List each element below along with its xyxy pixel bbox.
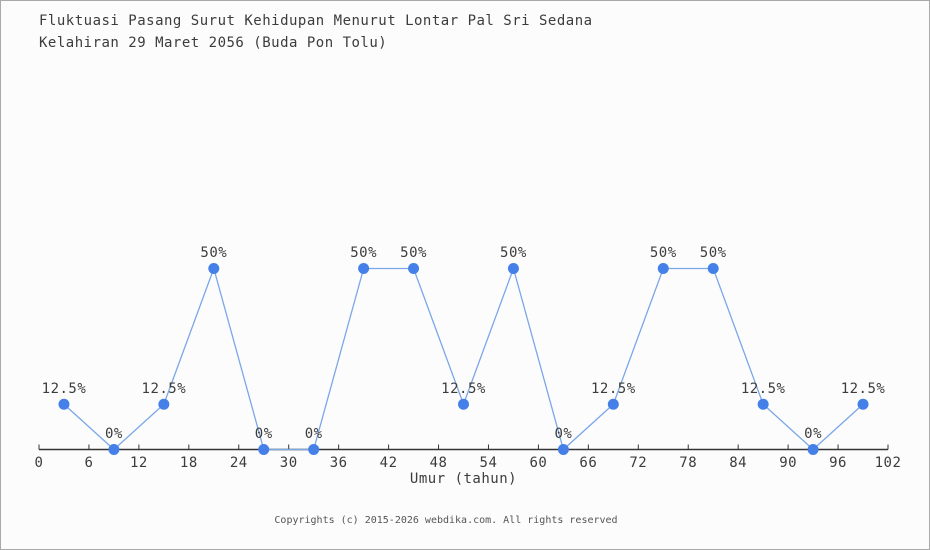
data-point (108, 444, 120, 455)
data-point-label: 12.5% (441, 381, 486, 397)
data-point (657, 263, 669, 274)
x-axis-tick-label: 102 (875, 455, 902, 471)
data-point-label: 12.5% (591, 381, 636, 397)
data-point-label: 50% (400, 245, 427, 261)
chart-title-line-1: Fluktuasi Pasang Surut Kehidupan Menurut… (39, 13, 593, 29)
x-axis-tick-label: 84 (729, 455, 747, 471)
x-axis-tick-label: 6 (84, 455, 93, 471)
x-axis-tick-label: 48 (430, 455, 448, 471)
data-point (458, 398, 469, 410)
data-point (308, 444, 320, 455)
data-point-label: 0% (804, 426, 822, 442)
x-axis-tick-label: 36 (330, 455, 348, 471)
data-point (158, 398, 170, 410)
data-point (807, 444, 819, 455)
series-line (63, 266, 864, 451)
data-point-label: 0% (554, 426, 572, 442)
data-point (707, 263, 719, 274)
x-axis-tick-label: 78 (679, 455, 697, 471)
data-point-label: 50% (350, 245, 377, 261)
copyright-footer: Copyrights (c) 2015-2026 webdika.com. Al… (274, 515, 618, 526)
data-point (857, 398, 869, 410)
x-axis-tick-label: 30 (280, 455, 298, 471)
data-point-label: 0% (305, 426, 323, 442)
x-axis-tick-label: 12 (130, 455, 148, 471)
data-point (408, 263, 420, 274)
x-axis-tick-label: 18 (180, 455, 198, 471)
data-point (607, 398, 619, 410)
data-point (258, 444, 270, 455)
data-point-label: 50% (200, 245, 227, 261)
x-axis-tick-label: 72 (629, 455, 647, 471)
data-point (557, 444, 569, 455)
x-axis-tick-label: 90 (779, 455, 797, 471)
x-axis-label: Umur (tahun) (409, 471, 518, 487)
x-axis-tick-label: 0 (35, 455, 44, 471)
data-point-label: 0% (255, 426, 273, 442)
data-point-label: 50% (650, 245, 677, 261)
data-point (757, 398, 769, 410)
x-axis-tick-label: 96 (829, 455, 847, 471)
data-point-label: 50% (500, 245, 527, 261)
data-point-label: 50% (700, 245, 727, 261)
x-axis-tick-label: 66 (579, 455, 597, 471)
data-point-label: 0% (105, 426, 123, 442)
data-point-label: 12.5% (741, 381, 786, 397)
data-point (58, 398, 70, 410)
data-point-label: 12.5% (841, 381, 886, 397)
data-point (507, 263, 519, 274)
data-point-label: 12.5% (142, 381, 187, 397)
x-axis-tick-label: 54 (480, 455, 498, 471)
chart-title-line-2: Kelahiran 29 Maret 2056 (Buda Pon Tolu) (39, 35, 388, 51)
x-axis-tick-label: 60 (529, 455, 547, 471)
x-axis-tick-label: 24 (230, 455, 248, 471)
chart-title: Fluktuasi Pasang Surut Kehidupan Menurut… (39, 10, 593, 54)
x-axis-tick-label: 42 (380, 455, 398, 471)
data-point (358, 263, 370, 274)
data-point-label: 12.5% (42, 381, 87, 397)
data-point (208, 263, 220, 274)
